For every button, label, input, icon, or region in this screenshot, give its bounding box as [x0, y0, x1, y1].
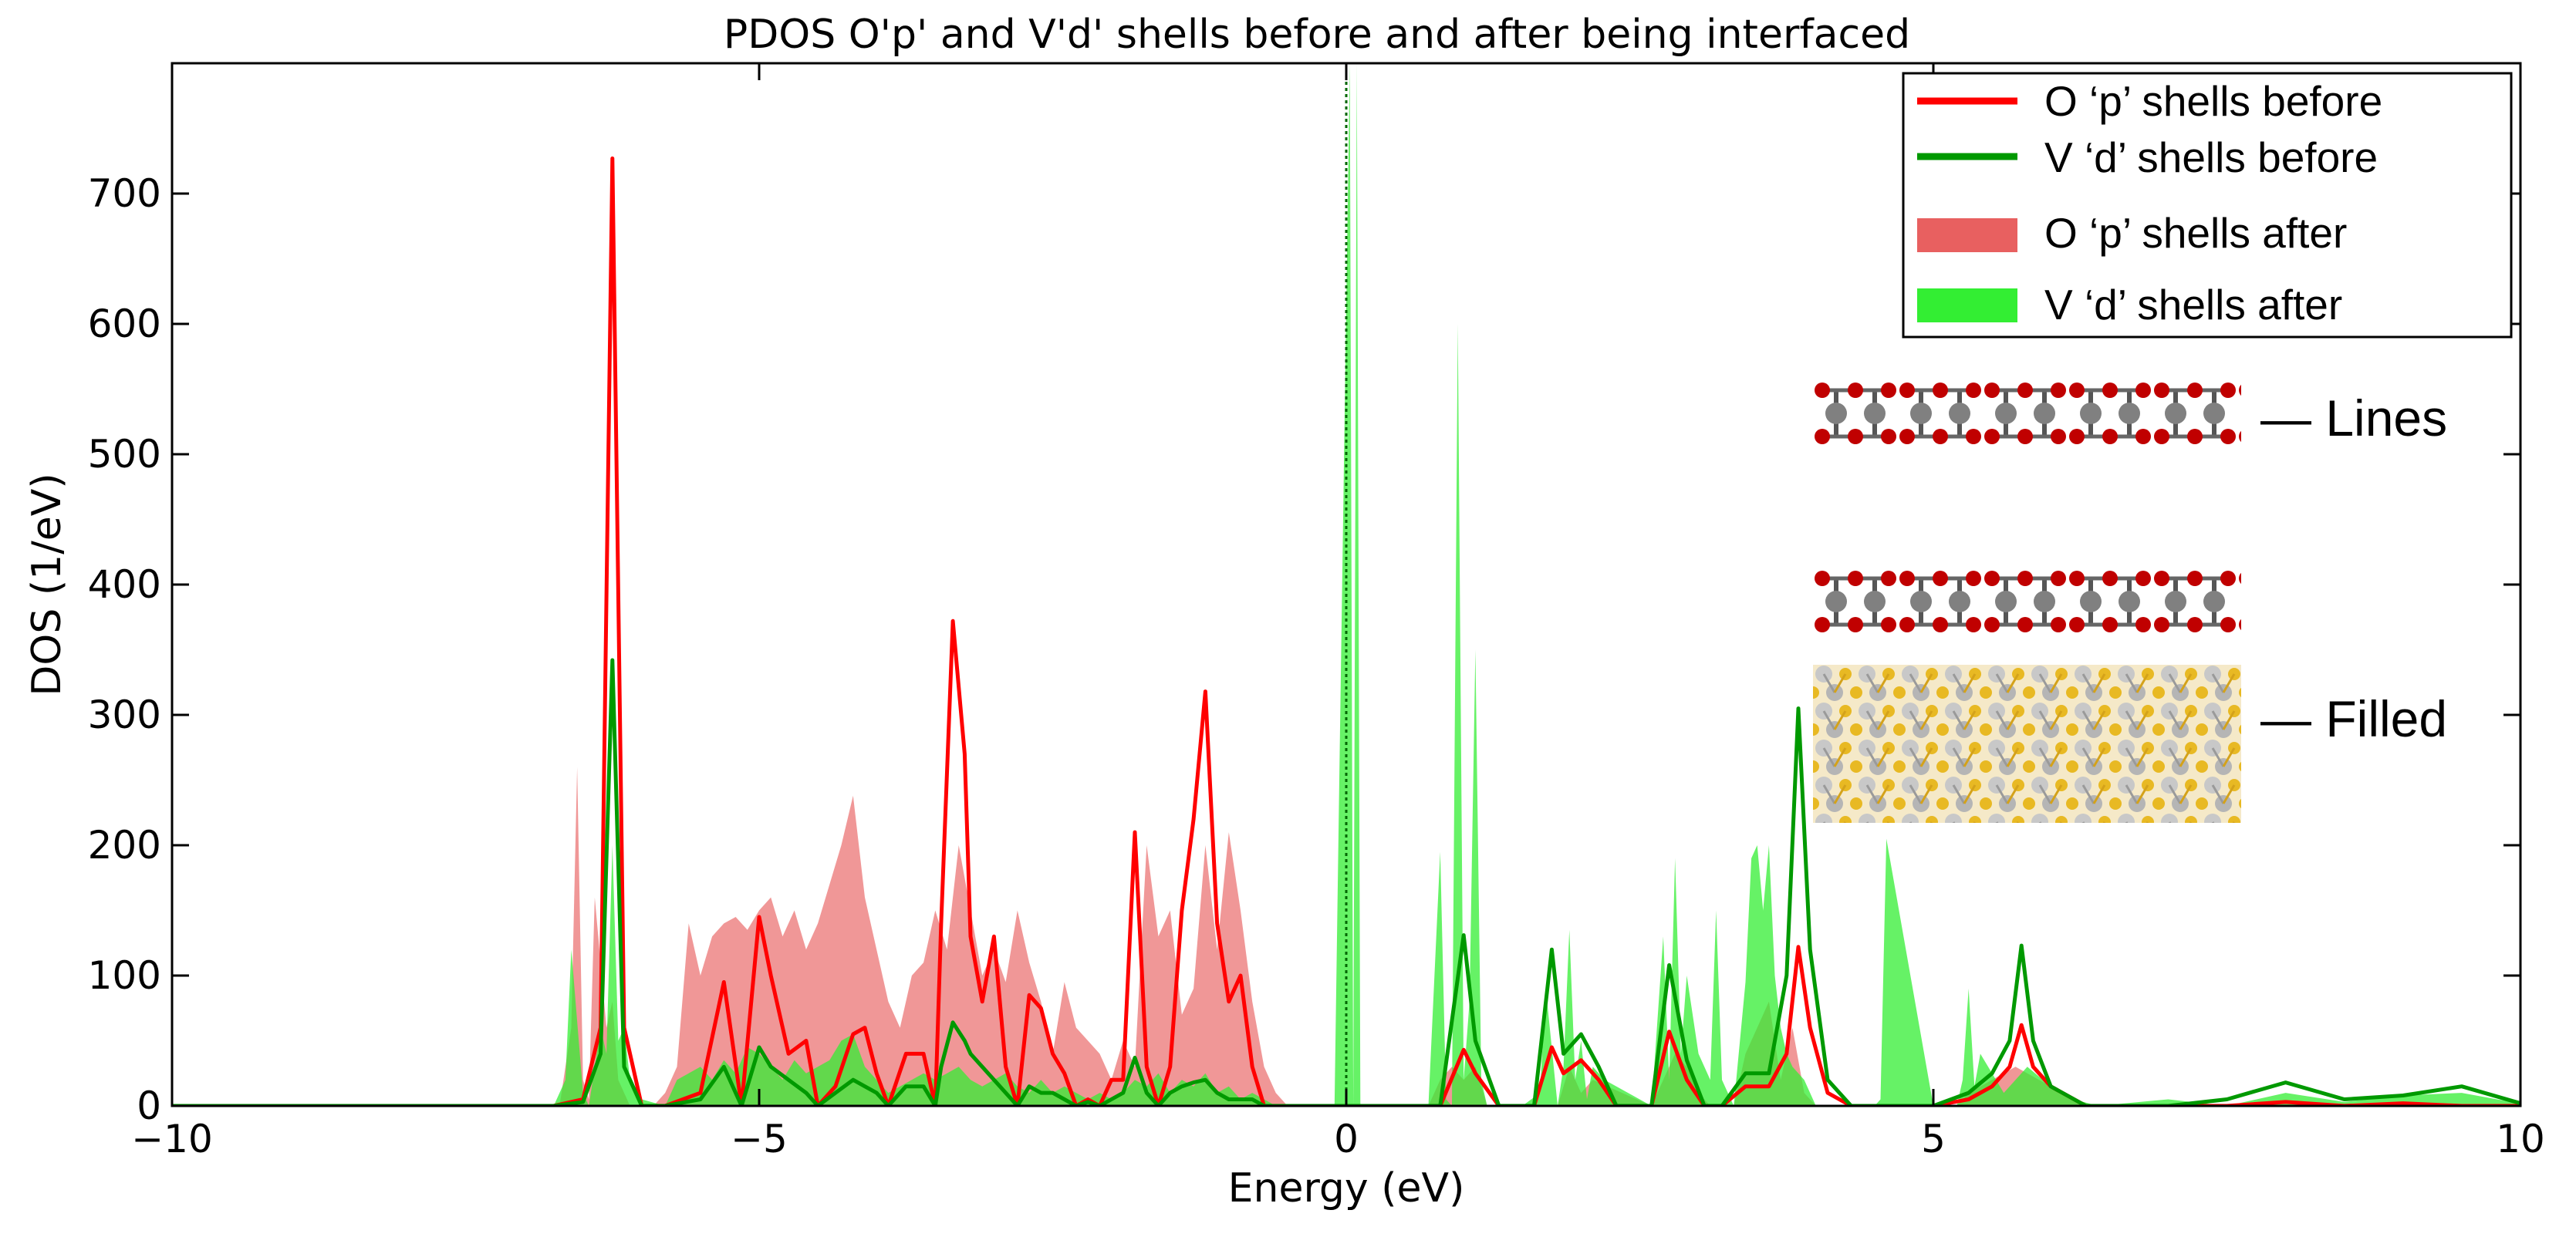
series-line-o-p-before	[172, 156, 2520, 1106]
line-layer	[172, 156, 2520, 1106]
x-tick-label: 10	[2496, 1117, 2545, 1161]
x-tick-label: 0	[1334, 1117, 1359, 1161]
legend: O ‘p’ shells before V ‘d’ shells before …	[1902, 72, 2513, 339]
y-tick-label: 500	[88, 432, 161, 477]
y-tick-label: 200	[88, 823, 161, 868]
x-tick-label: −10	[131, 1117, 213, 1161]
series-line-v-d-before	[172, 658, 2520, 1106]
y-tick-label: 600	[88, 302, 161, 346]
legend-label-v-d-after: V ‘d’ shells after	[2044, 281, 2342, 329]
structure-inset: — Lines — Filled	[1813, 376, 2447, 823]
legend-label-v-d-before: V ‘d’ shells before	[2044, 133, 2378, 181]
inset-label-lines: — Lines	[2260, 389, 2447, 447]
x-tick-label: 5	[1921, 1117, 1946, 1161]
x-ticks: −10 −5 0 5 10	[131, 63, 2545, 1161]
legend-swatch-v-d-after	[1917, 288, 2017, 322]
substrate-structure	[1813, 665, 2241, 823]
y-tick-label: 100	[88, 953, 161, 998]
lattice-lines-structure	[1813, 376, 2241, 453]
y-tick-label: 400	[88, 562, 161, 607]
legend-swatch-o-p-after	[1917, 218, 2017, 252]
y-ticks: 0 100 200 300 400 500 600 700	[88, 171, 2520, 1128]
legend-label-o-p-before: O ‘p’ shells before	[2044, 77, 2382, 125]
y-axis-title: DOS (1/eV)	[24, 473, 70, 696]
legend-label-o-p-after: O ‘p’ shells after	[2044, 209, 2347, 257]
series-fill-o-p-after	[172, 767, 2520, 1106]
x-axis-title: Energy (eV)	[1228, 1165, 1465, 1212]
x-tick-label: −5	[731, 1117, 788, 1161]
y-tick-label: 0	[137, 1084, 161, 1128]
inset-label-filled: — Filled	[2260, 690, 2447, 747]
y-tick-label: 300	[88, 693, 161, 737]
chart-title: PDOS O'p' and V'd' shells before and aft…	[724, 12, 1910, 58]
lattice-top-structure	[1813, 565, 2241, 642]
y-tick-label: 700	[88, 171, 161, 216]
